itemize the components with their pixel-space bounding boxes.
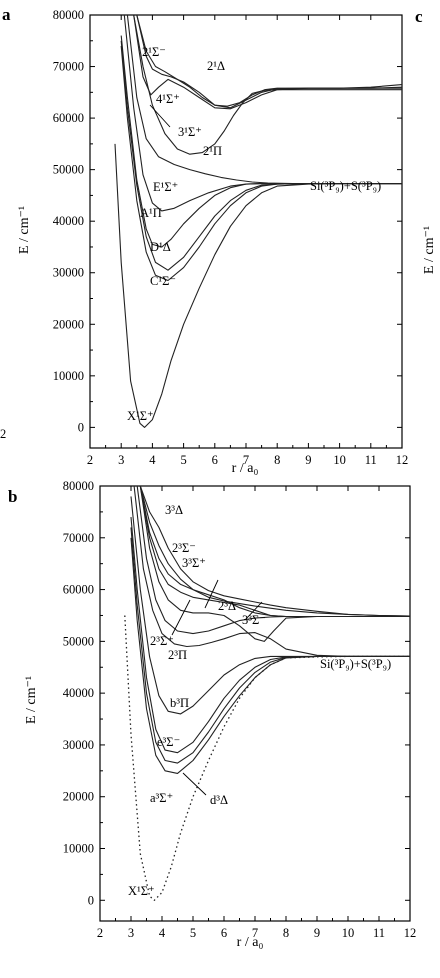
y-tick-label: 70000 (63, 531, 94, 545)
panel-letter: a (2, 5, 11, 24)
x-tick-label: 6 (221, 926, 227, 940)
x-tick-label: 8 (274, 453, 280, 467)
side-panel-letter: c (415, 7, 423, 26)
x-tick-label: 4 (149, 453, 156, 467)
state-label-e-σ: e³Σ⁻ (157, 735, 180, 749)
y-tick-label: 50000 (53, 163, 84, 177)
state-label-c-σ: C¹Σ⁻ (150, 274, 176, 288)
panel-a-chart: 2 3 4 5 6 7 8 9 10 11 12 0 10000 20000 30000 40000 50000… (2, 5, 408, 476)
state-label-x-σ: X¹Σ⁺ (128, 884, 155, 898)
y-tick-label: 10000 (53, 369, 84, 383)
x-tick-label: 4 (159, 926, 166, 940)
y-tick-label: 20000 (63, 790, 94, 804)
leader-line-3-3-sigma-minus (244, 601, 263, 621)
state-label-b-π: b³Π (170, 696, 189, 710)
y-tick-label: 20000 (53, 317, 84, 331)
x-tick-label: 9 (305, 453, 311, 467)
state-label-3-σ: 3³Σ⁺ (182, 556, 206, 570)
state-label-d-δ: d³Δ (210, 793, 228, 807)
state-label-e-σ: E¹Σ⁺ (153, 180, 178, 194)
curve-3-σ (133, 15, 402, 155)
y-tick-label: 30000 (53, 266, 84, 280)
y-tick-label: 40000 (53, 214, 84, 228)
state-label-a-σ: a³Σ⁺ (150, 791, 173, 805)
side-panel-ylabel: E / cm⁻¹ (422, 226, 437, 274)
y-tick-label: 60000 (53, 111, 84, 125)
state-label-3-δ: 3³Δ (165, 503, 183, 517)
curve-2-π (133, 486, 410, 657)
x-tick-label: 5 (190, 926, 196, 940)
leader-line-d3-delta (182, 772, 207, 796)
state-label-2-δ: 2³Δ (218, 599, 236, 613)
x-axis-title: r / a₀ (232, 461, 259, 476)
curve-a-π (120, 35, 402, 248)
curve-2-π (126, 15, 402, 185)
state-label-2-σ: 2¹Σ⁻ (142, 45, 166, 59)
state-label-2-δ: 2¹Δ (207, 59, 225, 73)
curve-3-δ (139, 486, 410, 617)
x-tick-label: 9 (314, 926, 320, 940)
y-tick-label: 0 (78, 420, 84, 434)
x-tick-label: 8 (283, 926, 289, 940)
curve-b-π (130, 496, 410, 715)
x-tick-label: 3 (128, 926, 134, 940)
y-axis-title: E / cm⁻¹ (24, 676, 39, 724)
y-tick-label: 50000 (63, 634, 94, 648)
x-tick-label: 11 (373, 926, 385, 940)
x-tick-label: 6 (212, 453, 218, 467)
state-label-2-σ: 2³Σ⁻ (172, 541, 196, 555)
left-edge-fragment: 2 (0, 427, 6, 441)
x-tick-label: 2 (97, 926, 103, 940)
y-tick-label: 80000 (63, 479, 94, 493)
panel-b-chart: 2 3 4 5 6 7 8 9 10 11 12 0 10000 20000 30000 40000 50000… (8, 479, 416, 950)
x-tick-label: 7 (252, 926, 258, 940)
y-tick-label: 60000 (63, 583, 94, 597)
leader-line-3-3-sigma-plus (204, 579, 219, 609)
x-tick-label: 10 (342, 926, 355, 940)
state-label-2-π: 2¹Π (203, 144, 222, 158)
x-tick-label: 11 (365, 453, 377, 467)
curve-2-δ (136, 15, 402, 107)
y-tick-label: 70000 (53, 60, 84, 74)
curve-3-σ (139, 486, 410, 617)
y-tick-label: 10000 (63, 842, 94, 856)
panel-letter: b (8, 487, 17, 506)
state-label-x-σ: X¹Σ⁺ (127, 409, 154, 423)
state-label-2-σ: 2³Σ⁺ (150, 634, 174, 648)
x-tick-label: 2 (87, 453, 93, 467)
x-tick-label: 7 (243, 453, 249, 467)
x-axis-title: r / a₀ (237, 935, 264, 950)
y-tick-label: 30000 (63, 738, 94, 752)
y-axis-title: E / cm⁻¹ (17, 206, 32, 254)
leader-line-3-1-sigma-plus (149, 104, 171, 128)
state-label-d-δ: D¹Δ (150, 240, 171, 254)
state-label-2-π: 2³Π (168, 648, 187, 662)
curves-group (124, 486, 410, 901)
leader-line-2-3-sigma-minus (171, 599, 191, 636)
x-tick-label: 12 (396, 453, 409, 467)
x-tick-label: 12 (404, 926, 417, 940)
plot-frame (89, 14, 403, 449)
asymptote-label: Si(³P₉)+S(³P₉) (310, 179, 381, 193)
x-tick-label: 3 (118, 453, 124, 467)
curves-group (114, 15, 402, 428)
state-label-a-π: A¹Π (140, 206, 162, 220)
state-label-4-σ: 4¹Σ⁺ (156, 92, 180, 106)
curve-2-δ (139, 486, 410, 618)
y-tick-label: 40000 (63, 686, 94, 700)
y-tick-label: 0 (88, 893, 94, 907)
x-tick-label: 10 (333, 453, 346, 467)
x-tick-label: 5 (180, 453, 186, 467)
state-label-3-σ: 3¹Σ⁺ (178, 125, 202, 139)
asymptote-label: Si(³P₉)+S(³P₉) (320, 657, 391, 671)
y-tick-label: 80000 (53, 8, 84, 22)
